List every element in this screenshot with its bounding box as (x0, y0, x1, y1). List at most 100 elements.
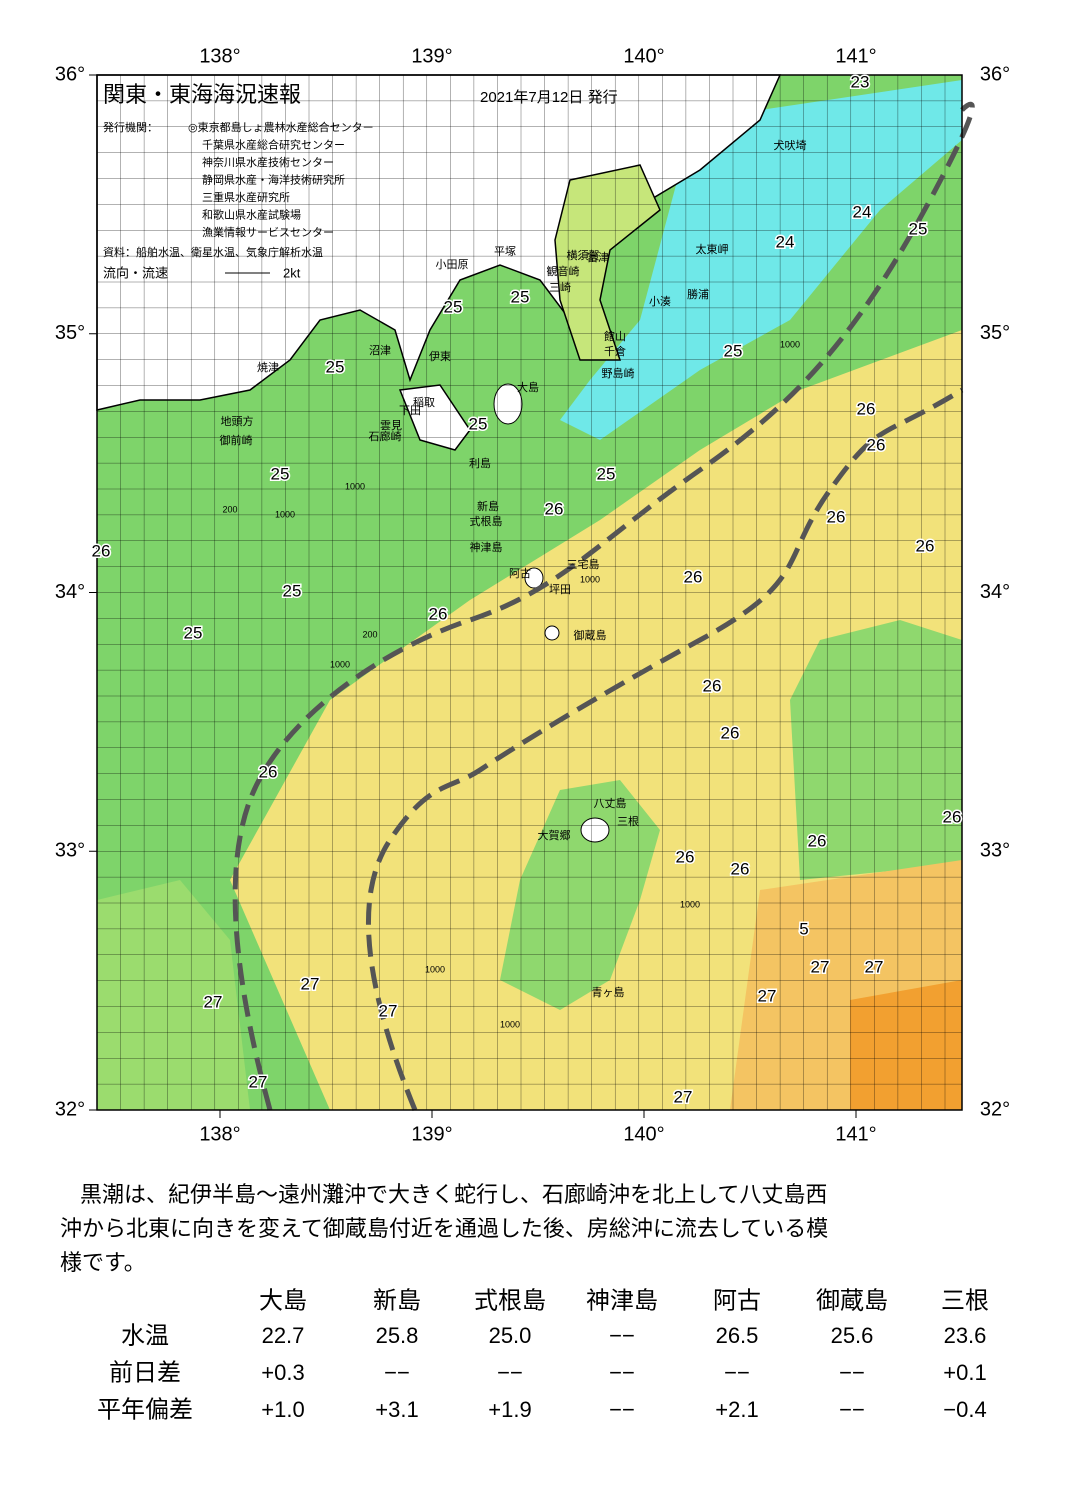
place-name: 観音崎 (547, 264, 580, 278)
place-name: 式根島 (470, 514, 503, 528)
table-cell: 22.7 (262, 1323, 305, 1348)
place-name: 御前崎 (220, 433, 253, 447)
temperature-label: 25 (909, 219, 928, 238)
issuer: ◎東京都島しょ農林水産総合センター (188, 120, 374, 134)
lat-label: 33° (55, 840, 85, 862)
temperature-label: 25 (469, 414, 488, 433)
place-name: 館山 (604, 329, 626, 343)
place-name: 焼津 (257, 361, 279, 374)
place-name: 新島 (477, 499, 499, 513)
place-name: 御蔵島 (574, 628, 607, 642)
lon-label: 138° (199, 45, 240, 67)
issuer: 神奈川県水産技術センター (202, 155, 334, 169)
temperature-label: 23 (851, 72, 870, 91)
temperature-label: 27 (811, 957, 830, 976)
summary-line: 黒潮は、紀伊半島～遠州灘沖で大きく蛇行し、石廊崎沖を北上して八丈島西 (80, 1182, 827, 1207)
table-header: 新島 (373, 1287, 421, 1314)
table-cell: 25.0 (489, 1323, 532, 1348)
issuer: 静岡県水産・海洋技術研究所 (202, 172, 345, 186)
temperature-label: 25 (271, 464, 290, 483)
place-name: 三根 (617, 814, 639, 828)
kuroshio-edge (365, 387, 964, 1111)
table-cell: +2.1 (715, 1397, 758, 1422)
table-cell: 23.6 (944, 1323, 987, 1348)
table-cell: −0.4 (943, 1397, 986, 1422)
lon-label: 139° (411, 45, 452, 67)
place-name: 八丈島 (594, 796, 627, 810)
date: 2021年7月12日 発行 (480, 89, 618, 106)
temperature-label: 25 (283, 581, 302, 600)
place-name: 地頭方 (221, 414, 254, 428)
sources: 資料：船舶水温、衛星水温、気象庁解析水温 (103, 245, 323, 259)
land (554, 164, 661, 361)
table-cell: −− (497, 1360, 523, 1385)
table-header: 御蔵島 (816, 1287, 888, 1314)
table-cell: +1.0 (261, 1397, 304, 1422)
place-name: 下田 (399, 405, 421, 417)
depth-label: 200 (362, 629, 377, 639)
place-name: 横須賀 (567, 248, 600, 262)
temperature-label: 25 (444, 297, 463, 316)
row-label: 水温 (121, 1322, 169, 1349)
temperature-label: 26 (721, 723, 740, 742)
place-name: 利島 (469, 456, 491, 470)
temperature-label: 5 (799, 919, 808, 938)
temperature-label: 27 (249, 1072, 268, 1091)
depth-label: 1000 (345, 481, 365, 491)
place-name: 神津島 (470, 540, 503, 554)
place-name: 伊東 (429, 350, 451, 363)
table-cell: +0.1 (943, 1360, 986, 1385)
temperature-label: 26 (857, 399, 876, 418)
lat-label: 36° (980, 63, 1010, 85)
temperature-label: 26 (943, 807, 962, 826)
lat-label: 33° (980, 840, 1010, 862)
temperature-label: 26 (916, 536, 935, 555)
temperature-label: 26 (429, 604, 448, 623)
place-name: 坪田 (549, 583, 571, 596)
table-cell: −− (724, 1360, 750, 1385)
depth-label: 1000 (680, 899, 700, 909)
temperature-label: 26 (867, 435, 886, 454)
table-cell: −− (839, 1397, 865, 1422)
depth-label: 1000 (780, 339, 800, 349)
table-cell: 25.8 (376, 1323, 419, 1348)
depth-label: 1000 (425, 964, 445, 974)
table-cell: −− (839, 1360, 865, 1385)
table-cell: −− (384, 1360, 410, 1385)
place-name: 富津 (587, 250, 609, 264)
place-name: 太東岬 (696, 243, 729, 256)
temperature-label: 26 (808, 831, 827, 850)
temperature-label: 27 (674, 1087, 693, 1106)
lon-label: 140° (623, 1123, 664, 1145)
depth-label: 1000 (330, 659, 350, 669)
title: 関東・東海海況速報 (103, 82, 301, 107)
table-header: 阿古 (713, 1287, 761, 1314)
table-cell: 26.5 (716, 1323, 759, 1348)
depth-label: 1000 (580, 574, 600, 584)
temperature-label: 26 (684, 567, 703, 586)
depth-label: 1000 (500, 1019, 520, 1029)
place-name: 犬吠埼 (774, 138, 807, 152)
sea-patch (97, 880, 250, 1110)
temperature-label: 26 (703, 676, 722, 695)
kuroshio-edge (232, 101, 975, 1111)
depth-label: 200 (222, 504, 237, 514)
temperature-label: 27 (204, 992, 223, 1011)
place-name: 阿古 (509, 567, 531, 580)
table-cell: +1.9 (488, 1397, 531, 1422)
table-cell: 25.6 (831, 1323, 874, 1348)
temperature-label: 26 (676, 847, 695, 866)
table-header: 三根 (941, 1287, 989, 1314)
issuer: 三重県水産研究所 (202, 190, 290, 204)
place-name: 小田原 (436, 258, 469, 271)
place-name: 勝浦 (687, 287, 709, 301)
temperature-label: 25 (184, 623, 203, 642)
lat-label: 34° (55, 581, 85, 603)
temperature-label: 27 (758, 986, 777, 1005)
place-name: 千倉 (604, 344, 626, 358)
island (493, 383, 523, 425)
lat-label: 34° (980, 581, 1010, 603)
lon-label: 138° (199, 1123, 240, 1145)
temperature-label: 25 (597, 464, 616, 483)
temperature-label: 27 (301, 974, 320, 993)
